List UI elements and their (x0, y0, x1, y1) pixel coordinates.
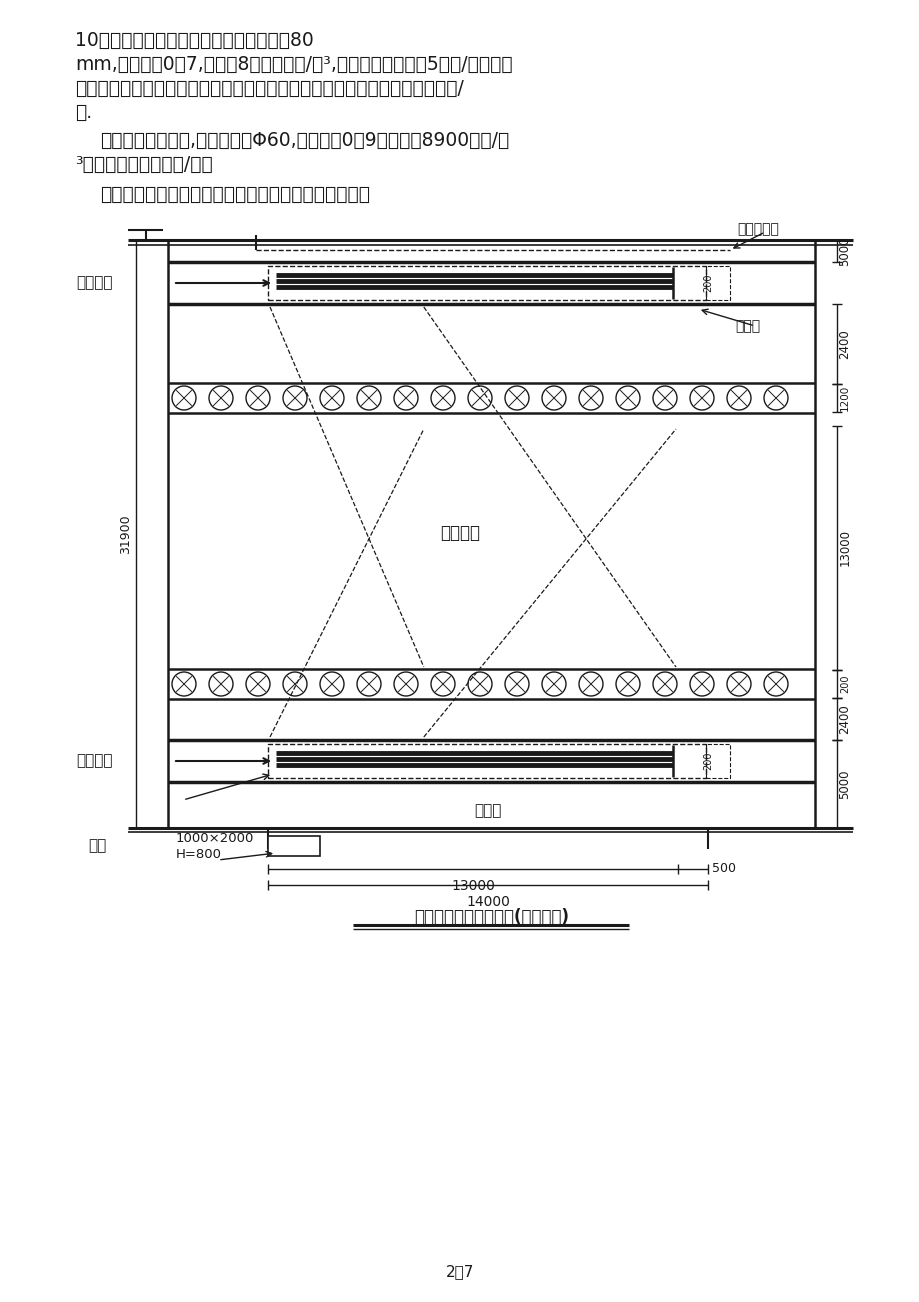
Text: 通讯电缆: 通讯电缆 (76, 276, 112, 290)
Text: ³，总自重２２６公斤/米。: ³，总自重２２６公斤/米。 (75, 155, 212, 173)
Text: 1000×2000: 1000×2000 (176, 832, 254, 845)
Text: 钢桁架: 钢桁架 (474, 803, 501, 818)
Text: mm,荷载系数0．7,铜容重8９００公斤/米³,通讯电缆自重５６5公斤/米广钉桁: mm,荷载系数0．7,铜容重8９００公斤/米³,通讯电缆自重５６5公斤/米广钉桁 (75, 55, 512, 73)
Text: 米.: 米. (75, 103, 92, 121)
Text: 31900: 31900 (119, 514, 132, 553)
Text: 200: 200 (839, 674, 849, 693)
Text: 2400: 2400 (837, 329, 851, 359)
Text: 基坑开挖线: 基坑开挖线 (736, 223, 778, 236)
Text: 基础: 基础 (88, 838, 106, 854)
Text: 电力电缆有１０条,平均直径为Φ60,荷载系数0．9，铜容重8900公斤/米: 电力电缆有１０条,平均直径为Φ60,荷载系数0．9，铜容重8900公斤/米 (100, 130, 509, 150)
Text: 13000: 13000 (837, 530, 851, 566)
Text: 500: 500 (711, 862, 735, 875)
Text: 10公斤／米，通讯电缆共有１８股。直径80: 10公斤／米，通讯电缆共有１８股。直径80 (75, 30, 313, 49)
Text: 由此该钉桁架计算的荷载取値可按通讯电缆参数考虑。: 由此该钉桁架计算的荷载取値可按通讯电缆参数考虑。 (100, 185, 369, 203)
Text: 架结构自重根据经验公式取为３５０公斤／米，自重荷载舍计为１７２５公斤/: 架结构自重根据经验公式取为３５０公斤／米，自重荷载舍计为１７２５公斤/ (75, 78, 463, 98)
Text: 2／7: 2／7 (446, 1264, 473, 1280)
Text: 5000: 5000 (837, 236, 851, 266)
Text: 1200: 1200 (839, 385, 849, 411)
Text: 钢桁架平面布置示意图(单位毫米): 钢桁架平面布置示意图(单位毫米) (414, 907, 568, 926)
Text: 200: 200 (702, 273, 712, 292)
Text: 14000: 14000 (466, 894, 509, 909)
Text: 5000: 5000 (837, 769, 851, 798)
Text: 2400: 2400 (837, 704, 851, 734)
Text: 钢桁架: 钢桁架 (734, 319, 759, 333)
Text: 13000: 13000 (450, 879, 494, 893)
Bar (267, 836, 320, 855)
Text: 电力电缆: 电力电缆 (76, 754, 112, 768)
Text: 地下通廊: 地下通廊 (439, 523, 480, 542)
Text: 200: 200 (702, 751, 712, 771)
Text: H=800: H=800 (176, 848, 221, 861)
